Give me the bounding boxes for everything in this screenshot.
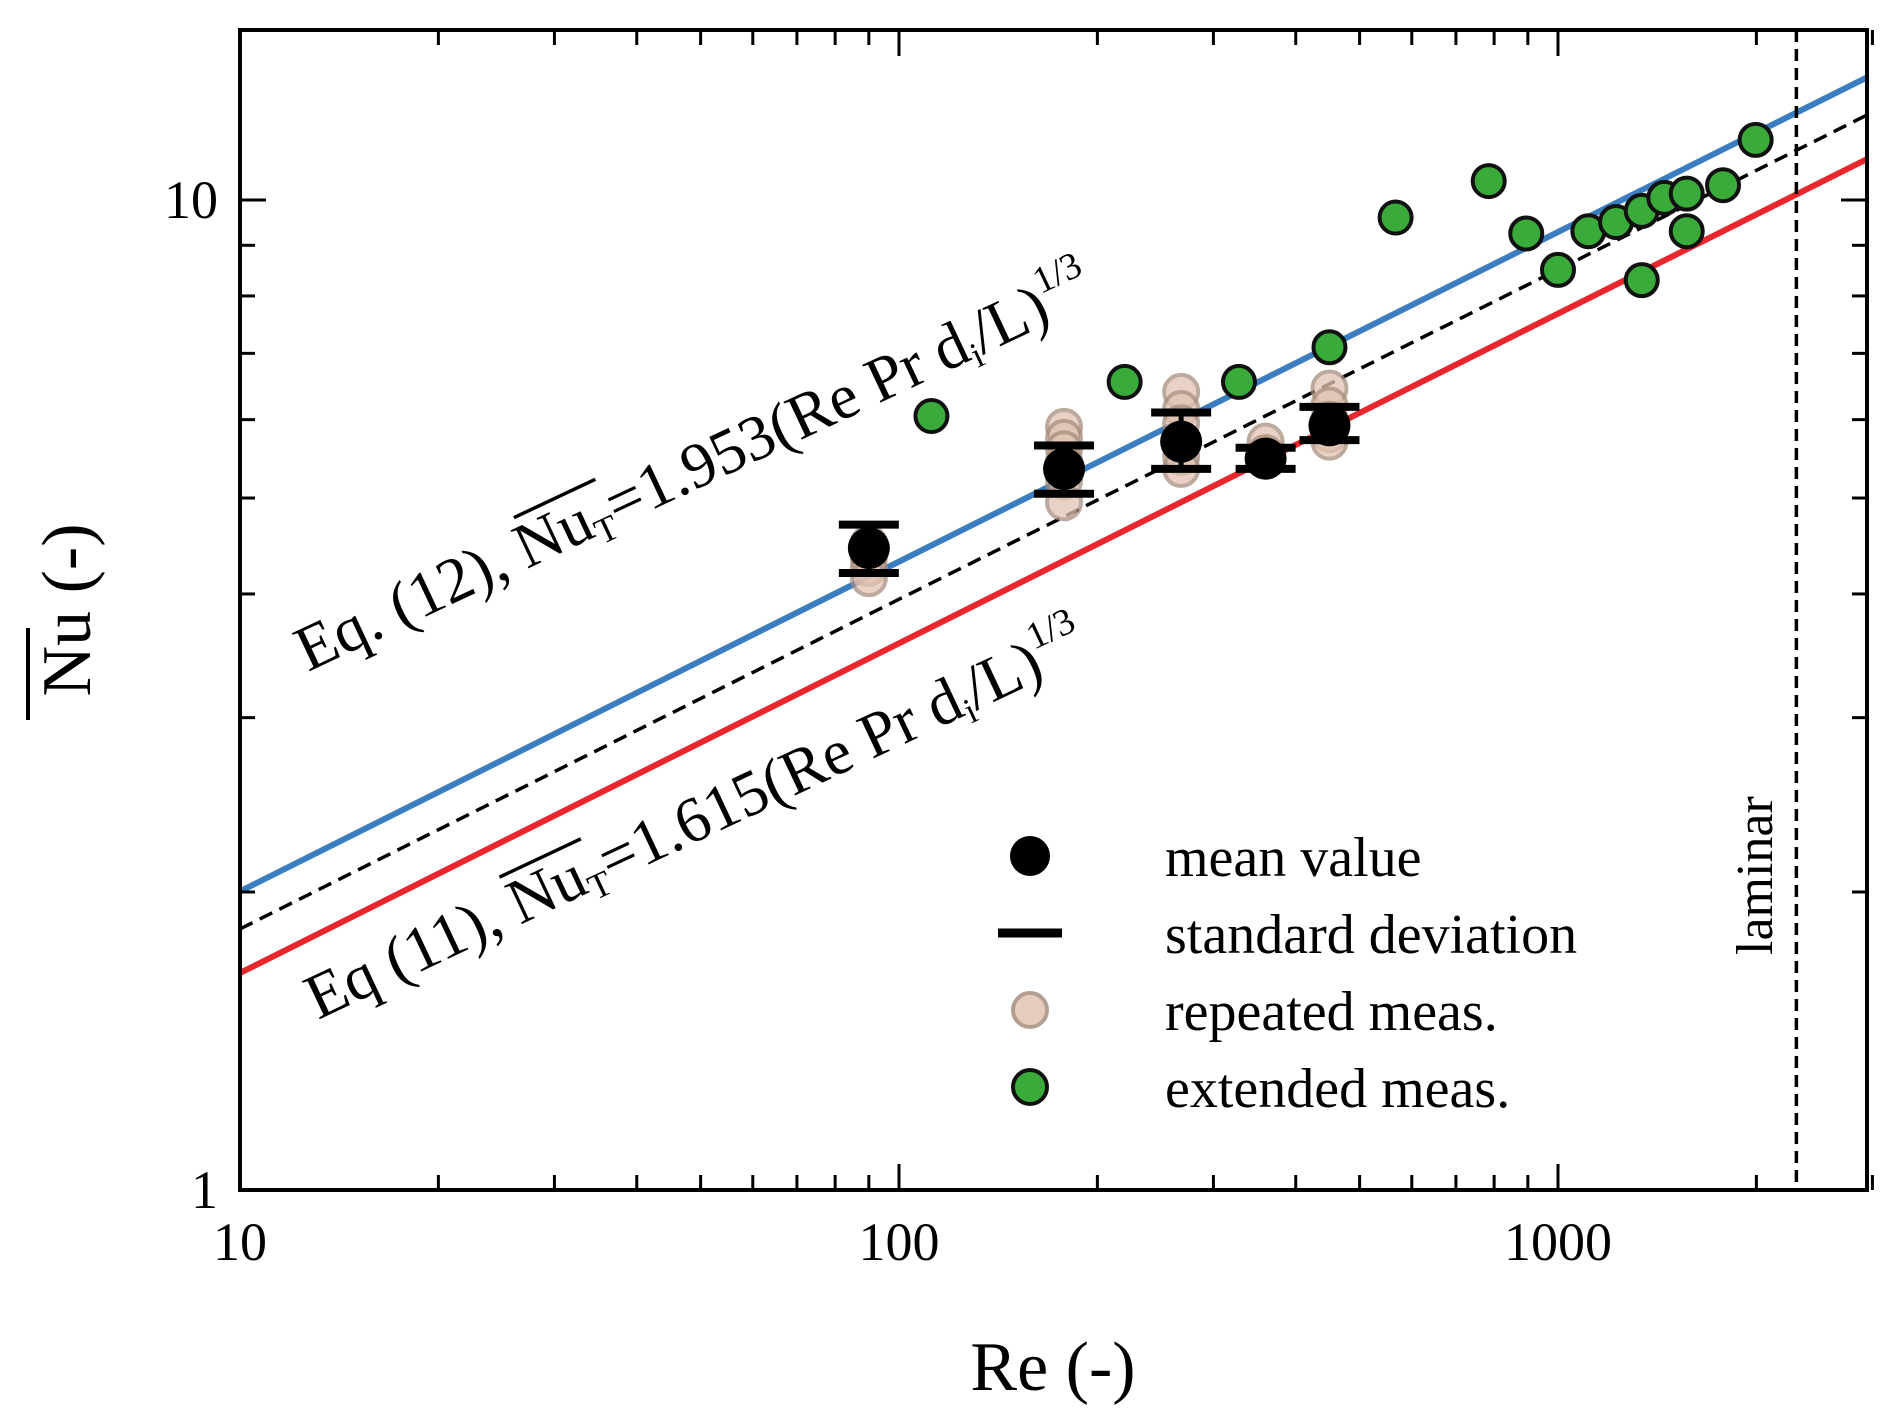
laminar-label: laminar bbox=[1727, 796, 1784, 955]
eq12-annotation: Eq. (12), NuT=1.953(Re Pr di/L)1/3 bbox=[281, 244, 1105, 689]
extended-point bbox=[1737, 121, 1774, 158]
x-tick-label: 10 bbox=[213, 1212, 267, 1272]
mean-point bbox=[1308, 404, 1351, 447]
y-axis-title: Nu (-) bbox=[29, 524, 106, 697]
x-tick-label: 100 bbox=[859, 1212, 940, 1272]
plot-frame bbox=[238, 28, 1869, 1192]
y-tick-label: 1 bbox=[191, 1160, 218, 1220]
eq11-nu-overbar bbox=[498, 837, 582, 879]
y-tick-label: 10 bbox=[164, 170, 218, 230]
line-eq11 bbox=[240, 155, 1867, 976]
legend-item-std: standard deviation bbox=[998, 904, 1577, 966]
extended-point bbox=[1470, 163, 1507, 200]
eq12-prefix: Eq. (12), bbox=[284, 518, 533, 685]
svg-text:Eq. (12), NuT=1.953(Re Pr di/L: Eq. (12), NuT=1.953(Re Pr di/L)1/3 bbox=[281, 244, 1105, 689]
eq11-prefix: Eq (11), bbox=[294, 873, 526, 1032]
legend-std-label: standard deviation bbox=[1165, 904, 1577, 966]
legend-item-mean: mean value bbox=[1010, 827, 1422, 889]
extended-point bbox=[1508, 215, 1545, 252]
x-axis-title: Re (-) bbox=[970, 1329, 1135, 1406]
plot-series-layer bbox=[240, 30, 1867, 1190]
mean-point bbox=[847, 527, 890, 570]
x-tick-label: 1000 bbox=[1504, 1212, 1612, 1272]
mean-point bbox=[1043, 447, 1086, 490]
extended-point bbox=[1705, 167, 1742, 204]
extended-point bbox=[1540, 251, 1576, 288]
extended-point bbox=[1106, 363, 1143, 400]
extended-point bbox=[1377, 199, 1414, 236]
legend-item-extended: extended meas. bbox=[1011, 1058, 1510, 1120]
legend-extended-label: extended meas. bbox=[1165, 1058, 1510, 1120]
legend-repeated-marker bbox=[1011, 991, 1049, 1029]
legend-item-repeated: repeated meas. bbox=[1011, 981, 1498, 1043]
mean-point bbox=[1160, 420, 1203, 463]
eq12-nu-overbar bbox=[513, 477, 597, 520]
legend-repeated-label: repeated meas. bbox=[1165, 981, 1498, 1043]
legend-mean-label: mean value bbox=[1165, 827, 1422, 889]
extended-point bbox=[1623, 262, 1660, 299]
y-axis-title-group: Nu (-) bbox=[26, 524, 106, 720]
extended-point bbox=[1220, 363, 1257, 400]
legend: mean value standard deviation repeated m… bbox=[998, 827, 1577, 1120]
legend-mean-marker bbox=[1010, 836, 1050, 876]
extended-point bbox=[1668, 213, 1705, 250]
extended-point bbox=[1311, 329, 1348, 366]
extended-point bbox=[1668, 175, 1705, 212]
eq11-suffix: =1.615(Re Pr d bbox=[586, 663, 972, 895]
legend-extended-marker bbox=[1011, 1068, 1049, 1106]
mean-point bbox=[1244, 437, 1287, 480]
extended-point bbox=[913, 398, 950, 435]
